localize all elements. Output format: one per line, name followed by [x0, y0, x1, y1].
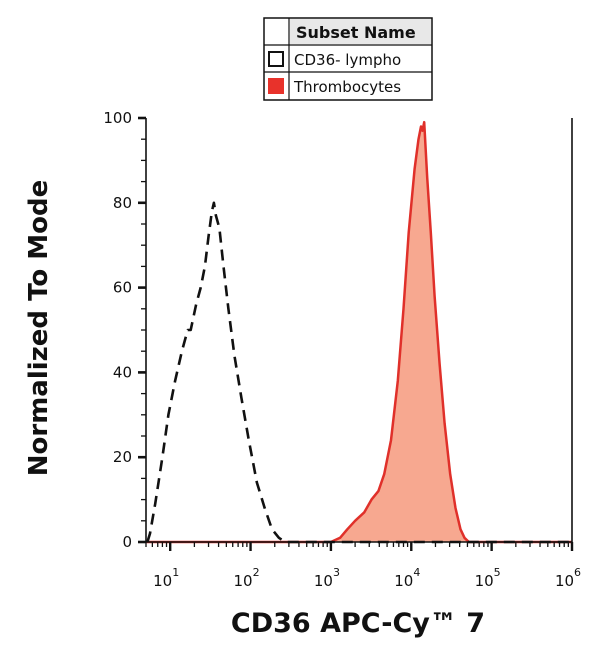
x-tick-label-exp: 2 [253, 566, 260, 579]
x-tick-label-exp: 1 [172, 566, 179, 579]
x-tick-label-5: 105 [475, 566, 501, 590]
legend-header: Subset Name [296, 23, 416, 42]
series-layer [146, 120, 572, 544]
legend: Subset Name CD36- lympho Thrombocytes [263, 17, 433, 101]
x-tick-label-exp: 6 [574, 566, 581, 579]
legend-label-thrombocytes: Thrombocytes [293, 78, 401, 96]
series-thrombocytes-line [146, 120, 572, 544]
y-tick-label-40: 40 [113, 363, 132, 381]
series-cd36-lympho-line [146, 201, 572, 544]
x-tick-label-exp: 5 [494, 566, 501, 579]
x-tick-label-2: 102 [234, 566, 260, 590]
series-thrombocytes-area [146, 122, 572, 542]
x-axis-title: CD36 APC-Cy™ 7 [231, 608, 485, 639]
y-axis-title: Normalized To Mode [24, 180, 54, 477]
x-tick-label-6: 106 [555, 566, 581, 590]
x-tick-label-exp: 3 [333, 566, 340, 579]
y-tick-label-80: 80 [113, 194, 132, 212]
legend-swatch-thrombocytes [268, 78, 284, 94]
legend-label-lympho: CD36- lympho [294, 51, 401, 69]
x-tick-label-1: 101 [153, 566, 179, 590]
x-tick-label-base: 10 [555, 572, 574, 590]
legend-header-bg [290, 19, 431, 44]
plot-frame [146, 118, 572, 542]
x-tick-label-base: 10 [153, 572, 172, 590]
x-tick-label-4: 104 [394, 566, 420, 590]
y-tick-label-60: 60 [113, 279, 132, 297]
y-tick-label-20: 20 [113, 448, 132, 466]
x-tick-label-base: 10 [234, 572, 253, 590]
x-tick-label-exp: 4 [413, 566, 420, 579]
y-tick-label-100: 100 [103, 109, 132, 127]
legend-swatch-lympho [268, 51, 284, 67]
x-tick-label-3: 103 [314, 566, 340, 590]
x-tick-label-base: 10 [475, 572, 494, 590]
y-tick-label-0: 0 [122, 533, 132, 551]
x-tick-label-base: 10 [394, 572, 413, 590]
x-tick-label-base: 10 [314, 572, 333, 590]
